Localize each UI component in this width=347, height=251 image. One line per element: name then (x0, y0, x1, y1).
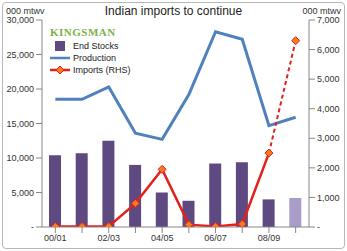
html-text:Indian imports to continue: Indian imports to continue (104, 4, 243, 18)
html-text:Imports (RHS): Imports (RHS) (73, 65, 131, 75)
html-text:End Stocks: End Stocks (73, 41, 119, 51)
svg-text:06/07: 06/07 (204, 233, 227, 243)
svg-text:1,000: 1,000 (317, 193, 339, 203)
svg-text:4,000: 4,000 (317, 104, 339, 114)
svg-text:-: - (31, 222, 34, 232)
html-text:KINGSMAN: KINGSMAN (50, 26, 116, 38)
svg-text:7,000: 7,000 (317, 15, 339, 25)
svg-text:10,000: 10,000 (8, 153, 34, 163)
svg-text:25,000: 25,000 (8, 50, 34, 60)
svg-text:30,000: 30,000 (8, 15, 34, 25)
svg-text:2,000: 2,000 (317, 163, 339, 173)
svg-text:00/01: 00/01 (44, 233, 67, 243)
svg-text:02/03: 02/03 (97, 233, 120, 243)
svg-text:5,000: 5,000 (11, 188, 34, 198)
svg-text:15,000: 15,000 (8, 119, 34, 129)
svg-text:20,000: 20,000 (8, 84, 34, 94)
html-text:000 mtwv: 000 mtwv (6, 6, 45, 16)
svg-text:08/09: 08/09 (258, 233, 281, 243)
svg-text:3,000: 3,000 (317, 133, 339, 143)
svg-text:-: - (317, 222, 320, 232)
svg-text:5,000: 5,000 (317, 74, 339, 84)
svg-text:04/05: 04/05 (151, 233, 174, 243)
html-text:000 mtwv: 000 mtwv (302, 6, 341, 16)
svg-text:6,000: 6,000 (317, 45, 339, 55)
html-text:Production: Production (73, 53, 116, 63)
